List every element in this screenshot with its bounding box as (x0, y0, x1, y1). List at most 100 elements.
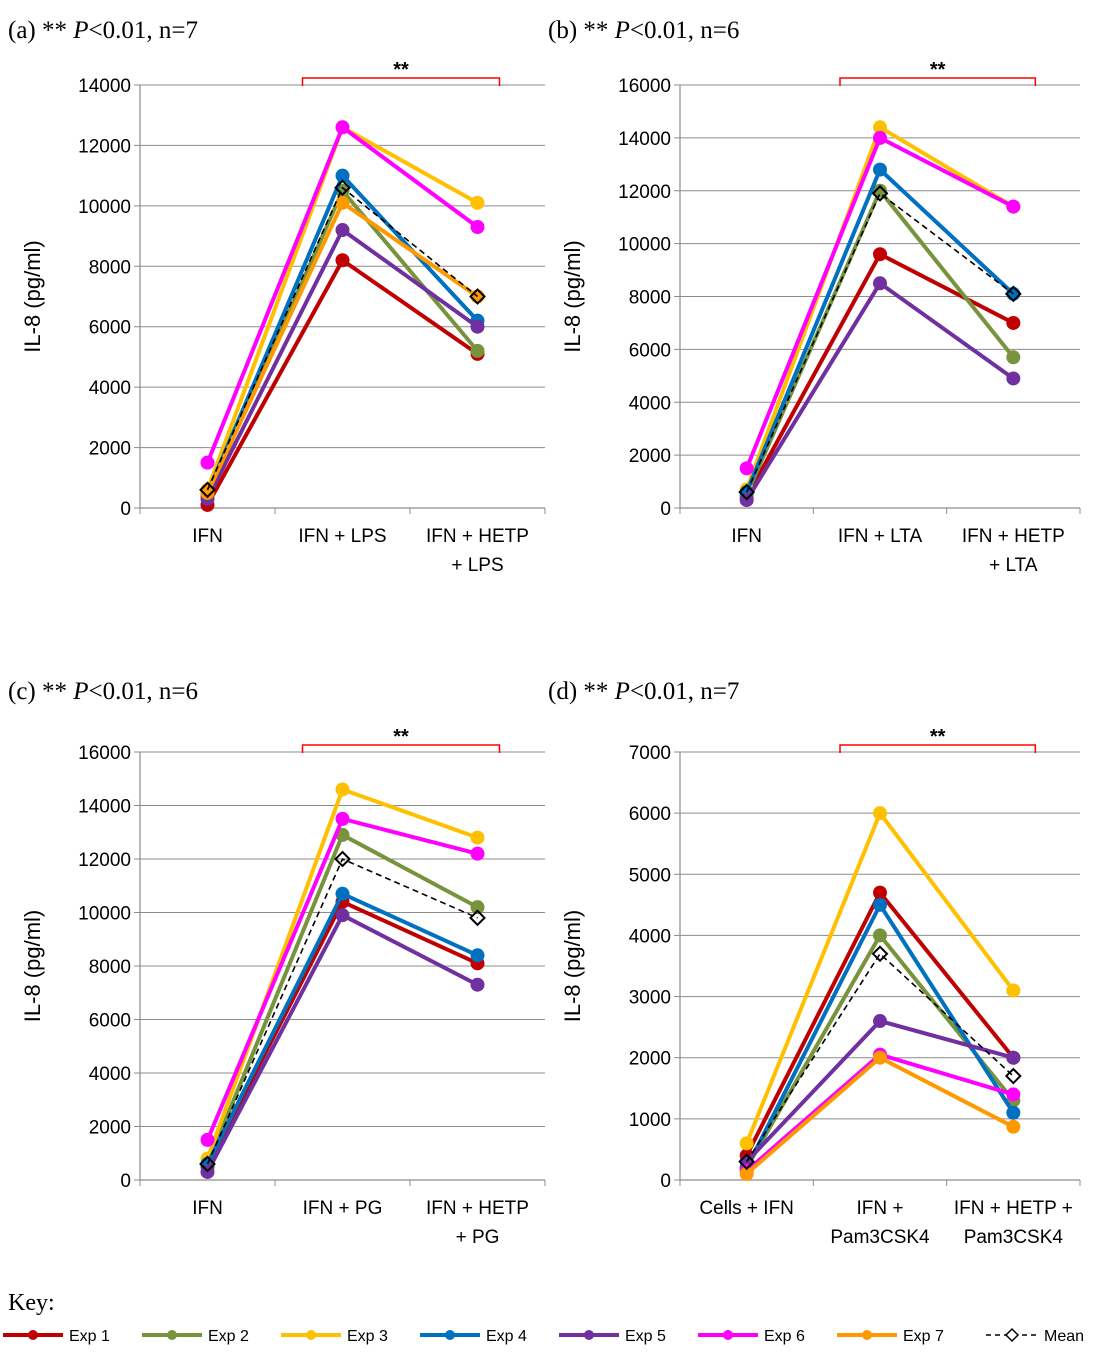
y-tick-label: 12000 (78, 136, 131, 157)
mean-point (738, 1153, 756, 1171)
data-point-exp-2 (873, 928, 887, 943)
legend-marker (306, 1330, 316, 1340)
chart-panel-b: (b) ** P<0.01, n=6 0 2000 4000 6000 8000 10000… (548, 17, 1081, 576)
y-tick-label: 2000 (629, 1049, 671, 1070)
data-point-exp-5 (470, 977, 485, 992)
data-point-exp-3 (873, 120, 887, 135)
series-line-exp-6 (745, 1052, 1014, 1173)
legend-item-exp-2: Exp 2 (142, 1328, 249, 1345)
y-tick-label: 5000 (629, 865, 671, 886)
mean-point (469, 288, 486, 305)
legend-item-exp-7: Exp 7 (837, 1328, 944, 1345)
chart-panel-a: (a) ** P<0.01, n=7 0 2000 4000 6000 8000 10000… (8, 17, 546, 576)
data-point-exp-3 (873, 806, 887, 821)
legend-marker (862, 1330, 872, 1340)
data-point-exp-3 (335, 782, 350, 797)
data-point-exp-6 (1006, 1087, 1021, 1102)
series-line-mean (745, 952, 1014, 1163)
significance-label: ** (393, 726, 409, 748)
y-tick-label: 14000 (618, 129, 671, 150)
y-tick-label: 10000 (618, 235, 671, 256)
x-tick-label: IFN + LPS (298, 526, 386, 547)
y-axis-label: IL-8 (pg/ml) (20, 910, 45, 1022)
data-point-exp-2 (470, 900, 485, 915)
data-point-exp-4 (335, 168, 350, 183)
y-tick-label: 3000 (629, 988, 671, 1009)
y-tick-label: 6000 (89, 1011, 131, 1032)
x-tick-label: IFN + HETP + (954, 1198, 1073, 1219)
series-line-exp-4 (744, 167, 1015, 493)
legend-label: Exp 4 (486, 1328, 527, 1345)
y-tick-label: 12000 (78, 850, 131, 871)
x-tick-label: + LTA (989, 555, 1038, 576)
data-point-exp-3 (1006, 983, 1021, 998)
legend-item-mean: Mean (986, 1327, 1084, 1345)
data-point-exp-4 (873, 162, 887, 177)
data-point-exp-1 (873, 247, 887, 262)
mean-point (871, 184, 889, 202)
series-line-exp-3 (744, 811, 1015, 1145)
y-tick-label: 2000 (89, 439, 131, 460)
x-tick-label: IFN + HETP (426, 1198, 529, 1219)
data-point-exp-2 (1006, 350, 1021, 365)
mean-point (738, 483, 756, 501)
y-tick-label: 14000 (78, 76, 131, 97)
p-symbol: P (614, 17, 630, 44)
panel-title: (b) ** P<0.01, n=6 (548, 17, 739, 44)
y-tick-label: 0 (660, 1171, 671, 1192)
legend-marker (584, 1330, 594, 1340)
data-point-exp-4 (470, 948, 485, 963)
data-point-exp-5 (873, 276, 887, 291)
mean-point (334, 179, 351, 197)
data-point-exp-6 (335, 811, 350, 826)
mean-point (1004, 285, 1022, 303)
x-tick-label: IFN + PG (303, 1198, 383, 1219)
x-tick-label: IFN + HETP (962, 526, 1065, 547)
data-point-exp-6 (873, 130, 887, 145)
legend-marker (723, 1330, 733, 1340)
y-tick-label: 16000 (78, 743, 131, 764)
y-tick-label: 7000 (629, 743, 671, 764)
y-tick-label: 6000 (629, 804, 671, 825)
x-tick-label: + LPS (451, 555, 503, 576)
x-tick-label: + PG (456, 1227, 500, 1248)
data-point-exp-7 (1006, 1119, 1021, 1134)
series-line-exp-4 (744, 902, 1016, 1169)
x-tick-label: IFN + LTA (838, 526, 923, 547)
data-point-exp-7 (335, 195, 350, 210)
y-tick-label: 6000 (629, 340, 671, 361)
legend-item-exp-6: Exp 6 (698, 1328, 805, 1345)
x-tick-label: Cells + IFN (699, 1198, 794, 1219)
mean-point (871, 945, 889, 963)
data-point-exp-1 (335, 253, 350, 268)
p-symbol: P (614, 678, 630, 705)
mean-point (199, 481, 216, 499)
y-tick-label: 4000 (89, 378, 131, 399)
data-point-exp-6 (200, 455, 215, 470)
mean-point (1004, 1067, 1022, 1085)
y-tick-label: 8000 (89, 957, 131, 978)
p-symbol: P (72, 17, 88, 44)
data-point-exp-6 (739, 461, 754, 476)
legend-label: Exp 1 (69, 1328, 110, 1345)
y-tick-label: 12000 (618, 182, 671, 203)
data-point-exp-5 (335, 223, 350, 238)
data-point-exp-4 (1006, 1105, 1021, 1120)
data-point-exp-7 (873, 1050, 887, 1065)
chart-panel-d: (d) ** P<0.01, n=7 0 1000 2000 3000 4000 5000 6… (548, 678, 1081, 1248)
y-tick-label: 1000 (629, 1110, 671, 1131)
legend-label: Exp 6 (764, 1328, 805, 1345)
legend-marker (28, 1330, 38, 1340)
stat-text: <0.01, n=6 (89, 678, 198, 705)
y-axis-label: IL-8 (pg/ml) (20, 240, 45, 352)
data-point-exp-7 (739, 1166, 754, 1181)
data-point-exp-1 (873, 885, 887, 900)
significance-label: ** (930, 726, 946, 748)
data-point-exp-7 (200, 485, 215, 500)
significance-bracket (301, 744, 501, 753)
stat-text: <0.01, n=6 (630, 17, 739, 44)
p-symbol: P (72, 678, 88, 705)
y-tick-label: 10000 (78, 197, 131, 218)
panel-title: (d) ** P<0.01, n=7 (548, 678, 739, 705)
